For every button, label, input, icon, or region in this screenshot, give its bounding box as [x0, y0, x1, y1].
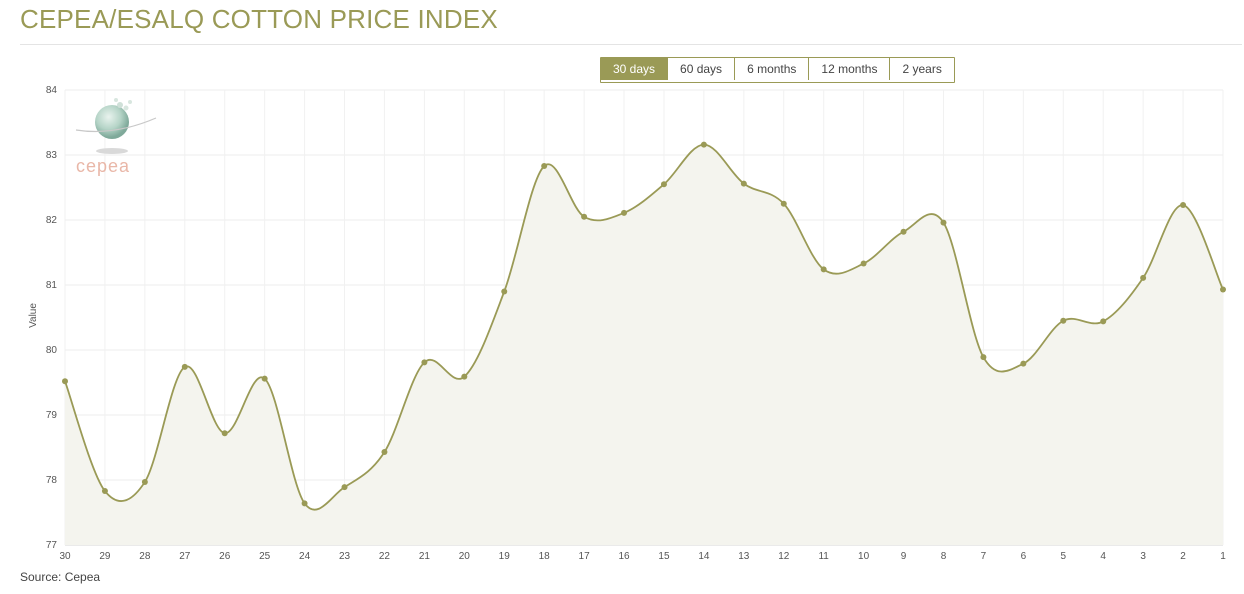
data-point[interactable] [221, 430, 228, 437]
range-button-6-months[interactable]: 6 months [734, 58, 809, 80]
data-point[interactable] [740, 180, 747, 187]
x-tick-label: 27 [179, 551, 191, 562]
x-tick-label: 14 [698, 551, 710, 562]
x-tick-label: 17 [579, 551, 591, 562]
x-tick-label: 12 [778, 551, 790, 562]
x-tick-label: 2 [1180, 551, 1186, 562]
x-tick-label: 9 [901, 551, 907, 562]
data-point[interactable] [501, 288, 508, 295]
data-point[interactable] [181, 363, 188, 370]
x-tick-label: 1 [1220, 551, 1226, 562]
x-tick-label: 3 [1140, 551, 1146, 562]
x-axis-ticks: 30 29 28 27 26 25 24 23 22 21 20 19 18 17 16 15 14 13 12 11… [59, 551, 1226, 562]
x-tick-label: 4 [1100, 551, 1106, 562]
range-button-2-years[interactable]: 2 years [889, 58, 954, 80]
x-tick-label: 5 [1060, 551, 1066, 562]
data-point[interactable] [1020, 360, 1027, 367]
range-button-12-months[interactable]: 12 months [808, 58, 890, 80]
x-tick-label: 26 [219, 551, 231, 562]
title-divider [20, 44, 1242, 45]
data-point[interactable] [940, 219, 947, 226]
x-tick-label: 25 [259, 551, 271, 562]
x-tick-label: 20 [459, 551, 471, 562]
data-point[interactable] [980, 354, 987, 361]
chart-points [62, 141, 1226, 507]
y-tick-label: 84 [46, 85, 58, 96]
y-axis-title: Value [28, 303, 39, 328]
data-point[interactable] [1180, 202, 1187, 209]
data-point[interactable] [581, 213, 588, 220]
data-point[interactable] [261, 375, 268, 382]
range-button-30-days[interactable]: 30 days [601, 58, 668, 80]
x-tick-label: 29 [99, 551, 111, 562]
x-tick-label: 10 [858, 551, 870, 562]
data-point[interactable] [1100, 318, 1107, 325]
x-tick-label: 21 [419, 551, 431, 562]
source-note: Source: Cepea [20, 570, 101, 584]
x-tick-label: 15 [658, 551, 670, 562]
x-tick-label: 24 [299, 551, 311, 562]
y-tick-label: 77 [46, 540, 58, 551]
x-tick-label: 19 [499, 551, 511, 562]
data-point[interactable] [820, 266, 827, 273]
series-area [65, 144, 1223, 545]
data-point[interactable] [541, 163, 548, 170]
x-tick-label: 18 [539, 551, 551, 562]
data-point[interactable] [421, 359, 428, 366]
x-tick-label: 16 [618, 551, 630, 562]
y-axis-ticks: 77 78 79 80 81 82 83 84 [46, 85, 58, 551]
y-tick-label: 79 [46, 410, 58, 421]
data-point[interactable] [700, 141, 707, 148]
y-tick-label: 82 [46, 215, 58, 226]
x-tick-label: 8 [941, 551, 947, 562]
y-tick-label: 78 [46, 475, 58, 486]
y-tick-label: 80 [46, 345, 58, 356]
data-point[interactable] [461, 373, 468, 380]
range-selector: 30 days 60 days 6 months 12 months 2 yea… [600, 57, 955, 83]
data-point[interactable] [1060, 317, 1067, 324]
page-title: CEPEA/ESALQ COTTON PRICE INDEX [20, 4, 498, 34]
chart-area-layer [65, 144, 1223, 545]
data-point[interactable] [141, 478, 148, 485]
x-tick-label: 22 [379, 551, 391, 562]
range-button-60-days[interactable]: 60 days [667, 58, 735, 80]
data-point[interactable] [301, 500, 308, 507]
x-tick-label: 13 [738, 551, 750, 562]
data-point[interactable] [1220, 286, 1226, 293]
y-tick-label: 81 [46, 280, 58, 291]
x-tick-label: 11 [818, 551, 829, 562]
x-tick-label: 28 [139, 551, 151, 562]
x-tick-label: 7 [981, 551, 987, 562]
data-point[interactable] [780, 200, 787, 207]
data-point[interactable] [62, 378, 68, 385]
x-tick-label: 23 [339, 551, 351, 562]
data-point[interactable] [101, 488, 108, 495]
data-point[interactable] [1140, 274, 1147, 281]
logo-wordmark: cepea [76, 156, 130, 176]
data-point[interactable] [381, 449, 388, 456]
x-tick-label: 30 [59, 551, 71, 562]
x-tick-label: 6 [1021, 551, 1027, 562]
data-point[interactable] [341, 484, 348, 491]
cepea-logo: cepea [75, 98, 157, 176]
data-point[interactable] [621, 209, 628, 216]
data-point[interactable] [860, 260, 867, 267]
data-point[interactable] [660, 181, 667, 188]
data-point[interactable] [900, 228, 907, 235]
y-tick-label: 83 [46, 150, 58, 161]
